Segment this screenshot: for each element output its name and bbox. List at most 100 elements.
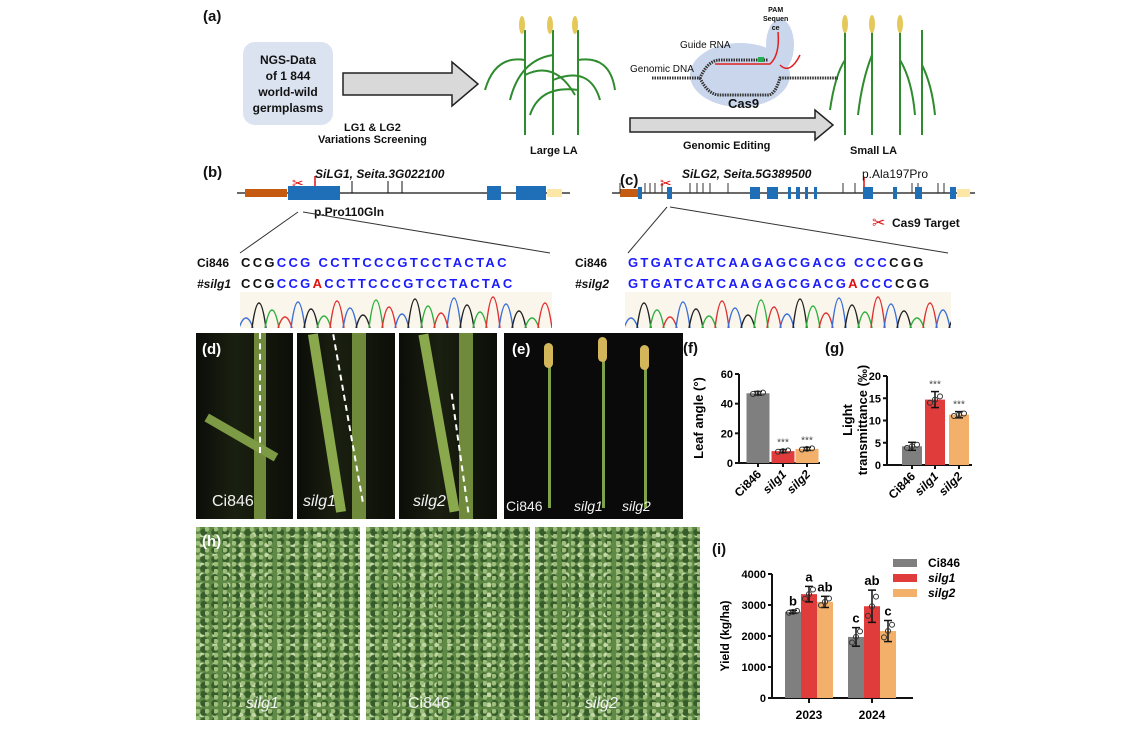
sequence-segment: GTGATCATCAAGAGCGACG bbox=[628, 276, 849, 291]
bar-silg1-2024 bbox=[864, 606, 880, 698]
pam-line: Sequen bbox=[763, 16, 789, 23]
leaf-photo-silg2: silg2 bbox=[399, 333, 497, 519]
silg2-gene-title: SiLG2, Seita.5G389500 bbox=[682, 167, 811, 181]
mut-sequence-c: GTGATCATCAAGAGCGACGACCCCGG bbox=[628, 276, 931, 291]
leaf-photo-silg1: silg1 bbox=[297, 333, 395, 519]
legend-swatch bbox=[893, 559, 917, 567]
data-point bbox=[885, 628, 891, 635]
data-point bbox=[857, 628, 863, 635]
y-tick-label: 3000 bbox=[742, 600, 766, 612]
y-axis-label: transmittance (‰) bbox=[855, 365, 870, 476]
bar-silg1 bbox=[771, 451, 795, 463]
significance-letter: ab bbox=[817, 579, 832, 594]
field-photo-silg1: silg1 bbox=[196, 527, 360, 720]
y-axis-label: Light bbox=[840, 403, 855, 435]
ref-sequence-c: GTGATCATCAAGAGCGACG CCCCGG bbox=[628, 255, 926, 270]
significance-letter: c bbox=[852, 611, 859, 626]
chromatogram-b bbox=[240, 292, 552, 328]
data-point bbox=[822, 598, 828, 605]
panel-label-b: (b) bbox=[203, 164, 223, 181]
ref-sequence-b: CCGCCG CCTTCCCGTCCTACTAC bbox=[241, 255, 509, 270]
photo-label: Ci846 bbox=[212, 493, 254, 510]
bar-Ci846-2023 bbox=[785, 611, 801, 698]
bar-silg1-2023 bbox=[801, 594, 817, 698]
data-point bbox=[818, 602, 824, 609]
sequence-segment: CCG bbox=[241, 276, 277, 291]
data-point bbox=[914, 441, 920, 448]
editing-arrow bbox=[629, 108, 835, 142]
chromatogram-peak bbox=[290, 301, 306, 328]
chromatogram-peak bbox=[857, 311, 873, 328]
panel-label-c: (c) bbox=[620, 172, 639, 189]
chromatogram-peak bbox=[922, 302, 938, 328]
data-point bbox=[806, 591, 812, 598]
sequence-segment: A bbox=[848, 276, 860, 291]
gene-name: SiLG1, bbox=[315, 167, 354, 181]
sequence-segment: CGG bbox=[894, 276, 932, 291]
y-tick-label: 10 bbox=[869, 416, 881, 428]
chromatogram-peak bbox=[407, 298, 423, 328]
chromatogram-peak bbox=[264, 309, 280, 328]
data-point bbox=[881, 634, 887, 641]
panel-label-a: (a) bbox=[203, 8, 222, 25]
panel-label-i: (i) bbox=[712, 541, 727, 558]
cas9-target-legend: Cas9 Target bbox=[892, 216, 960, 230]
panel-label-g: (g) bbox=[825, 340, 845, 357]
silg1-gene-title: SiLG1, Seita.3G022100 bbox=[315, 167, 444, 181]
chromatogram-peak bbox=[342, 307, 358, 328]
chromatogram-peak bbox=[511, 310, 527, 328]
data-point bbox=[853, 633, 859, 640]
photo-label: silg1 bbox=[303, 493, 336, 510]
cas9-target-scissors-icon: ✂ bbox=[872, 215, 885, 232]
sequence-segment: GTGATCATCAAGAGCGACG CCC bbox=[628, 255, 890, 270]
legend-swatch bbox=[893, 574, 917, 582]
silg1-mutation: p.Pro110Gln bbox=[314, 205, 385, 219]
mut-label-c: #silg2 bbox=[575, 277, 610, 291]
data-point bbox=[760, 389, 766, 396]
chromatogram-peak bbox=[636, 302, 652, 328]
sequence-segment: CCTTCCCGTCCTACTAC bbox=[324, 276, 515, 291]
ngs-line: NGS-Data bbox=[259, 52, 316, 67]
ngs-line: germplasms bbox=[252, 100, 324, 115]
chromatogram-peak bbox=[433, 312, 449, 328]
bar-silg1 bbox=[925, 399, 945, 465]
x-tick-label: 2023 bbox=[796, 708, 823, 722]
y-tick-label: 4000 bbox=[742, 569, 766, 581]
chromatogram-peak bbox=[381, 306, 397, 328]
chromatogram-peak bbox=[766, 306, 782, 328]
mut-sequence-b: CCGCCGACCTTCCCGTCCTACTAC bbox=[241, 276, 515, 291]
chromatogram-peak bbox=[251, 302, 267, 328]
leaf-photo-ci846: Ci846 bbox=[196, 333, 293, 519]
panel-a-graphics bbox=[342, 15, 936, 142]
data-point bbox=[786, 609, 792, 616]
data-point bbox=[932, 396, 938, 403]
cas9-diagram-icon bbox=[652, 19, 838, 107]
sequence-segment: CCC bbox=[859, 276, 895, 291]
data-point bbox=[869, 603, 875, 610]
chromatogram-peak bbox=[303, 308, 319, 328]
pam-line: PAM bbox=[768, 7, 784, 14]
chromatogram-peak bbox=[935, 309, 951, 328]
chromatogram-peak bbox=[896, 310, 912, 328]
y-tick-label: 0 bbox=[875, 460, 881, 472]
chromatogram-peak bbox=[649, 309, 665, 328]
cas9-label: Cas9 bbox=[728, 96, 760, 111]
large-la-plants-icon bbox=[484, 16, 616, 135]
whole-plant-photo: Ci846 silg1 silg2 bbox=[504, 333, 683, 519]
chromatogram-peak bbox=[688, 308, 704, 328]
large-la-label: Large LA bbox=[530, 145, 578, 157]
sequence-segment: CGG bbox=[889, 255, 926, 270]
chromatogram-peak bbox=[883, 303, 899, 328]
data-point bbox=[794, 607, 800, 614]
chromatogram-peak bbox=[727, 307, 743, 328]
data-point bbox=[790, 608, 796, 615]
photo-label: silg1 bbox=[574, 498, 603, 514]
photo-label: silg2 bbox=[622, 498, 651, 514]
screening-line: LG1 & LG2 bbox=[343, 122, 401, 134]
pam-sequence-label: PAM Sequen ce bbox=[763, 6, 788, 33]
y-tick-label: 60 bbox=[721, 369, 733, 381]
y-tick-label: 2000 bbox=[742, 631, 766, 643]
screening-label: LG1 & LG2 Variations Screening bbox=[318, 122, 427, 146]
chromatogram-peak bbox=[420, 305, 436, 328]
bar-silg2-2024 bbox=[880, 631, 896, 698]
